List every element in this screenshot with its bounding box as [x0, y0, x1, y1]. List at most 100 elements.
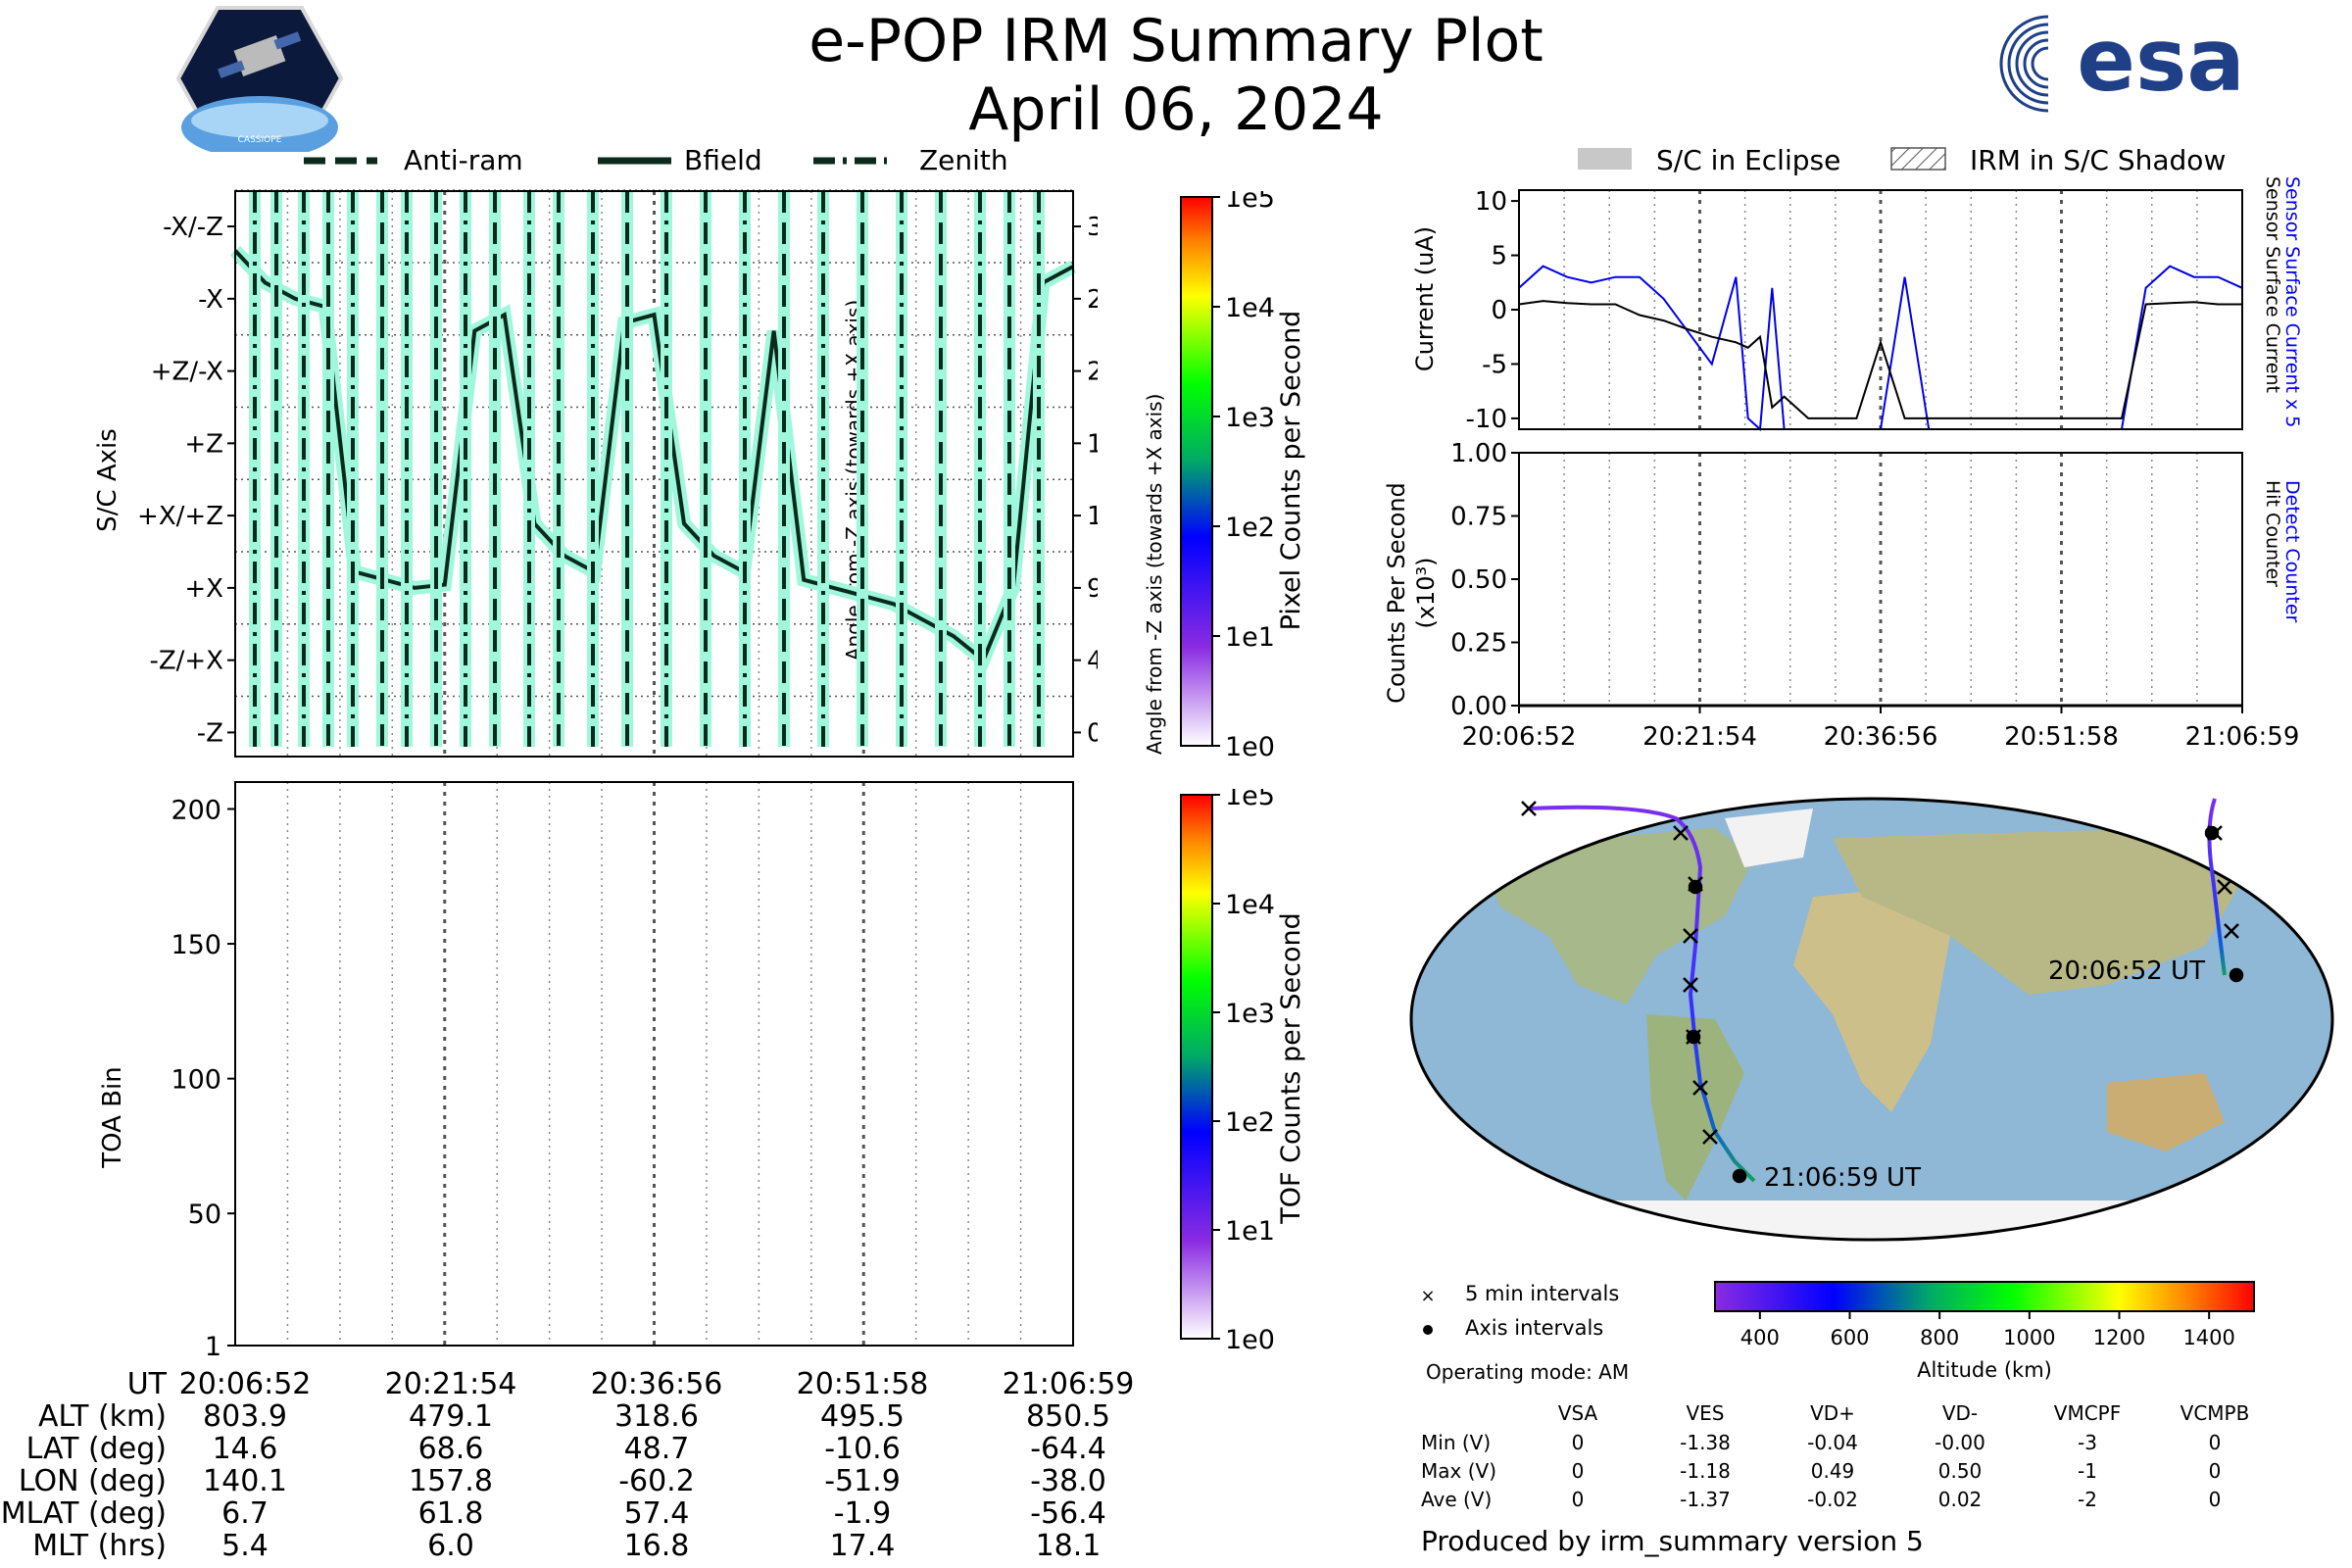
y2-tick-label: 315	[1087, 213, 1098, 242]
colorbar-tick-label: 1e4	[1225, 890, 1275, 920]
y-tick-label: -X	[198, 285, 223, 315]
table-row-header: LAT (deg)	[25, 1432, 167, 1466]
table-cell: -10.6	[824, 1432, 901, 1466]
colorbar-tick-label: 1e4	[1225, 293, 1275, 323]
tof-colorbar-label: TOF Counts per Second	[1276, 912, 1306, 1224]
table-cell: 14.6	[212, 1432, 278, 1466]
voltage-header: VD-	[1941, 1401, 1979, 1425]
x-tick-label: 20:36:56	[1824, 722, 1938, 752]
table-cell: 6.0	[427, 1529, 474, 1563]
table-cell: 803.9	[203, 1399, 287, 1434]
map-legend: × 5 min intervals Axis intervals	[1420, 1282, 1619, 1340]
interval-cross	[2217, 879, 2232, 895]
y-tick-label: +Z	[184, 429, 223, 459]
voltage-cell: -1	[2078, 1459, 2097, 1483]
voltage-cell: -1.38	[1680, 1431, 1731, 1454]
voltage-cell: 0	[2208, 1459, 2222, 1483]
legend-bfield: Bfield	[684, 144, 762, 176]
colorbar-tick-label: 1e0	[1225, 732, 1275, 760]
axis-interval-dot	[2204, 825, 2220, 841]
map-start-label: 20:06:52 UT	[2048, 956, 2205, 986]
table-cell: 20:21:54	[384, 1367, 517, 1401]
table-row-header: UT	[126, 1367, 167, 1401]
table-cell: -1.9	[833, 1496, 892, 1531]
axis-interval-dot	[1686, 1029, 1701, 1045]
sc-axis-ylabel: S/C Axis	[93, 428, 122, 532]
counts-y2label-black: Hit Counter	[2262, 480, 2283, 587]
axis-interval-dot	[1732, 1168, 1747, 1184]
interval-cross	[1683, 977, 1698, 993]
sc-axis-angle-label: Angle from -Z axis (towards +X axis)	[1143, 393, 1166, 755]
voltage-cell: -0.04	[1807, 1431, 1858, 1454]
eurasia-shape	[1833, 828, 2244, 995]
table-cell: 20:51:58	[796, 1367, 929, 1401]
table-row-header: MLAT (deg)	[0, 1496, 167, 1531]
table-cell: 20:36:56	[590, 1367, 723, 1401]
voltage-cell: 0	[1571, 1459, 1585, 1483]
altitude-colorbar: 400 600 800 1000 1200 1400 Altitude (km)	[1714, 1281, 2255, 1382]
legend-5min: 5 min intervals	[1465, 1282, 1619, 1305]
voltage-header: VMCPF	[2053, 1401, 2122, 1425]
table-cell: -38.0	[1030, 1464, 1106, 1498]
legend-eclipse: S/C in Eclipse	[1656, 144, 1840, 176]
colorbar-tick-label: 1e5	[1225, 789, 1275, 811]
voltage-header: VES	[1686, 1401, 1725, 1425]
voltage-cell: 0	[1571, 1488, 1585, 1511]
x-tick-label: 20:06:52	[1462, 722, 1577, 752]
table-cell: 850.5	[1026, 1399, 1110, 1434]
voltage-row-label: Min (V)	[1421, 1431, 1492, 1454]
table-cell: 57.4	[623, 1496, 690, 1531]
africa-shape	[1793, 887, 1950, 1112]
legend-anti-ram: Anti-ram	[404, 144, 523, 176]
table-cell: 20:06:52	[178, 1367, 312, 1401]
altitude-tick-label: 1400	[2182, 1326, 2234, 1349]
y2-tick-label: 270	[1087, 285, 1098, 315]
voltage-cell: -0.02	[1807, 1488, 1858, 1511]
interval-cross	[1702, 1129, 1718, 1145]
axis-interval-dot	[1688, 879, 1703, 895]
pixel-colorbar: 1e0 1e1 1e2 1e3 1e4 1e5	[1180, 191, 1275, 760]
axis-legend: Anti-ram Bfield Zenith	[304, 144, 1008, 176]
operating-mode: Operating mode: AM	[1426, 1360, 1630, 1384]
y-tick-label: +X	[184, 574, 223, 604]
interval-cross	[1692, 1080, 1708, 1096]
table-cell: 479.1	[409, 1399, 493, 1434]
sc-axis-chart: S/C Axis Angle from -Z axis (towards +X …	[93, 189, 1098, 758]
x-tick-label: 21:06:59	[2185, 722, 2300, 752]
series-line	[1518, 300, 2242, 419]
legend-shadow: IRM in S/C Shadow	[1970, 144, 2226, 176]
legend-zenith: Zenith	[919, 144, 1008, 176]
y-tick-label: 50	[188, 1200, 221, 1230]
legend-axis-intervals: Axis intervals	[1465, 1316, 1603, 1340]
voltage-cell: 0	[1571, 1431, 1585, 1454]
colorbar-tick-label: 1e0	[1225, 1325, 1275, 1355]
table-row-header: MLT (hrs)	[32, 1529, 167, 1563]
voltage-header: VCMPB	[2180, 1401, 2250, 1425]
table-cell: 157.8	[409, 1464, 493, 1498]
interval-cross	[1521, 801, 1537, 816]
table-cell: -64.4	[1030, 1432, 1106, 1466]
y-tick-label: -10	[1466, 405, 1507, 434]
y2-tick-label: 180	[1087, 429, 1098, 459]
greenland-shape	[1725, 808, 1813, 867]
colorbar-tick-label: 1e2	[1225, 513, 1275, 543]
table-cell: 17.4	[829, 1529, 896, 1563]
table-cell: 5.4	[221, 1529, 269, 1563]
altitude-tick-label: 800	[1920, 1326, 1959, 1349]
altitude-tick-label: 1000	[2003, 1326, 2055, 1349]
altitude-tick-label: 600	[1830, 1326, 1869, 1349]
map-end-label: 21:06:59 UT	[1764, 1163, 1921, 1193]
orbit-track-start	[2207, 798, 2227, 976]
colorbar-tick-label: 1e3	[1225, 999, 1275, 1029]
south-america-shape	[1646, 1014, 1744, 1200]
orbit-map: 20:06:52 UT 21:06:59 UT	[1409, 797, 2334, 1242]
counts-ylabel: Counts Per Second (x10³)	[1383, 482, 1440, 704]
interval-cross	[1673, 825, 1689, 841]
y-tick-label: 10	[1475, 187, 1507, 217]
voltage-cell: 0.50	[1937, 1459, 1983, 1483]
esa-logo-text: esa	[2077, 10, 2244, 111]
y-tick-label: -X/-Z	[163, 213, 223, 242]
y-tick-label: 0.25	[1450, 629, 1507, 659]
tof-colorbar: 1e0 1e1 1e2 1e3 1e4 1e5	[1180, 789, 1275, 1355]
counts-chart: 1.00 0.75 0.50 0.25 0.00 20:06:52 20:21:54 20:…	[1450, 441, 2300, 752]
